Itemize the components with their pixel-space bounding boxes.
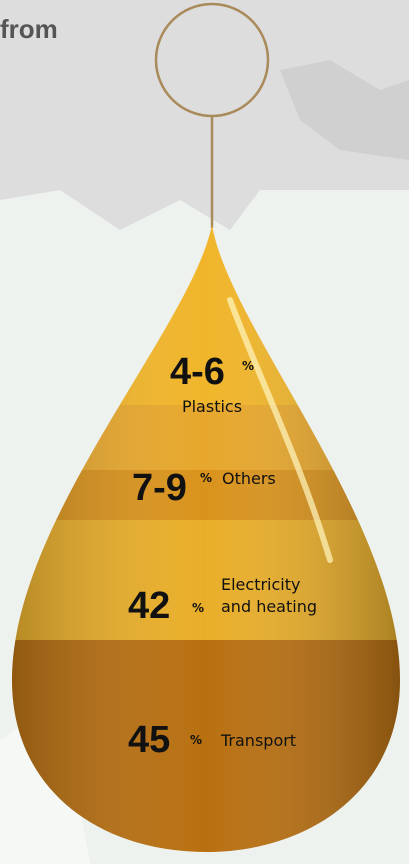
segment-label: Others xyxy=(222,469,276,488)
segment-unit: % xyxy=(200,471,212,485)
segment-label: and heating xyxy=(221,597,317,616)
highlight xyxy=(227,297,333,563)
segment-label: Electricity xyxy=(221,575,300,594)
segment-unit: % xyxy=(190,733,202,747)
segment-value: 7-9 xyxy=(132,467,187,509)
segment-value: 4-6 xyxy=(170,351,225,393)
segment-value: 45 xyxy=(128,719,170,761)
map-land xyxy=(280,60,409,160)
segment-label: Transport xyxy=(220,731,296,750)
heading-fragment: from xyxy=(0,14,58,44)
segment-label: Plastics xyxy=(182,397,242,416)
segment-unit: % xyxy=(192,601,204,615)
segment-value: 42 xyxy=(128,585,170,627)
segment-unit: % xyxy=(242,359,254,373)
